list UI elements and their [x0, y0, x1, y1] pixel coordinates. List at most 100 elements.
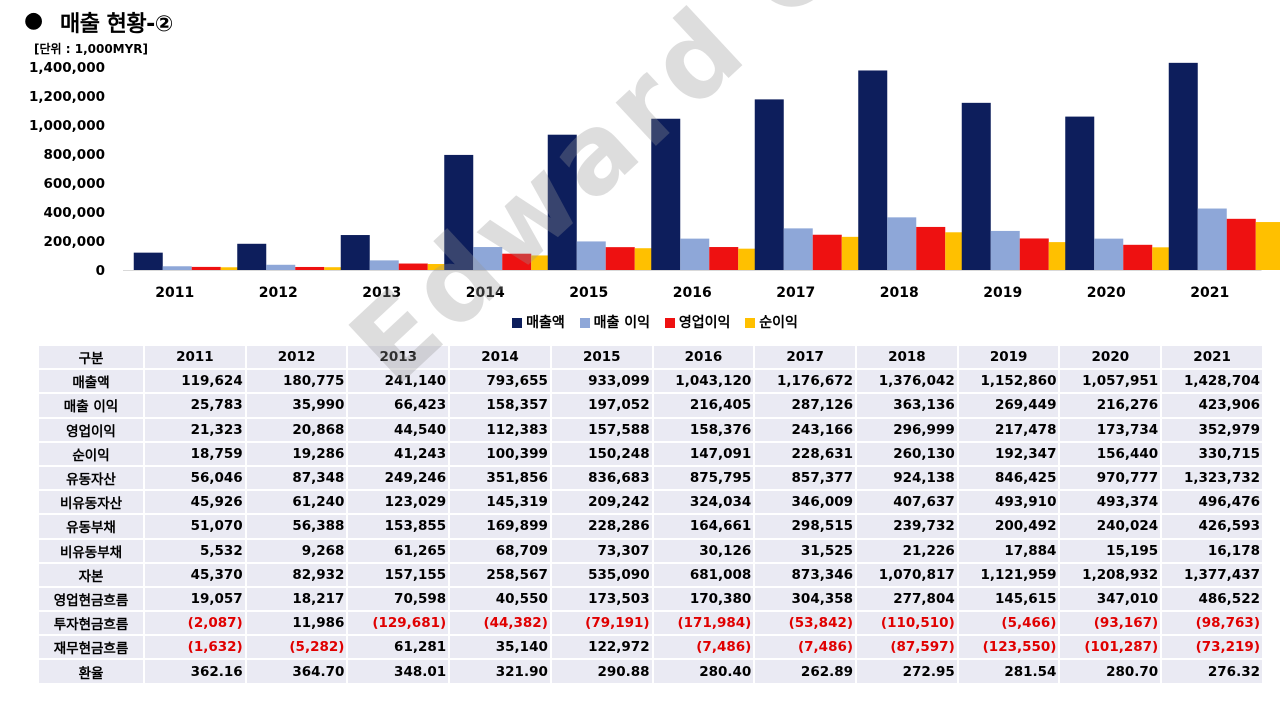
table-cell: 56,388	[246, 515, 347, 538]
table-cell: 1,070,817	[857, 563, 957, 586]
y-tick-label: 1,000,000	[29, 118, 105, 134]
bar-2021-series-1	[1197, 208, 1227, 270]
table-cell: 5,532	[145, 539, 245, 562]
table-cell: 486,522	[1162, 587, 1262, 611]
table-cell: 304,358	[755, 587, 856, 611]
bar-2012-series-1	[266, 264, 296, 270]
table-cell: 145,615	[958, 587, 1059, 611]
table-cell: 100,399	[450, 442, 550, 465]
table-cell: (5,466)	[958, 612, 1059, 635]
legend-swatch-sales	[512, 318, 523, 328]
table-cell: 16,178	[1162, 539, 1262, 562]
table-row: 비유동자산 45,926 61,240 123,029 145,319 209,242 32…	[39, 491, 1262, 514]
y-tick-label: 400,000	[44, 205, 106, 221]
table-cell: (1,632)	[145, 636, 245, 659]
table-cell: 426,593	[1162, 515, 1262, 538]
row-label: 투자현금흐름	[39, 612, 143, 635]
table-cell: 241,140	[348, 370, 449, 393]
bar-2013-series-1	[369, 260, 399, 270]
table-cell: 1,152,860	[958, 370, 1059, 393]
table-cell: 51,070	[145, 515, 245, 538]
table-row: 재무현금흐름 (1,632) (5,282) 61,281 35,140 122,972(…	[39, 636, 1262, 659]
y-tick-label: 1,400,000	[29, 60, 105, 76]
table-cell: 157,588	[551, 418, 652, 441]
bar-2020-series-1	[1094, 238, 1124, 270]
y-tick-label: 800,000	[44, 147, 106, 163]
table-cell: 262.89	[755, 660, 856, 683]
bar-2017-series-1	[783, 228, 813, 270]
table-cell: 276.32	[1162, 660, 1262, 683]
bar-2012-series-3	[324, 267, 354, 270]
table-cell: 287,126	[755, 394, 856, 417]
row-label: 재무현금흐름	[39, 636, 143, 659]
table-cell: (53,842)	[755, 612, 856, 635]
table-cell: 1,376,042	[857, 370, 957, 393]
table-cell: 157,155	[348, 563, 449, 586]
table-cell: 82,932	[246, 563, 347, 586]
table-cell: 70,598	[348, 587, 449, 611]
legend-item-sales: 매출액	[512, 312, 565, 332]
table-cell: 228,631	[755, 442, 856, 465]
table-cell: 56,046	[145, 466, 245, 490]
bar-2019-series-2	[1019, 238, 1049, 270]
table-cell: 11,986	[246, 612, 347, 635]
table-cell: 407,637	[857, 491, 957, 514]
table-header-year: 2019	[958, 346, 1059, 369]
table-cell: 496,476	[1162, 491, 1262, 514]
legend-label-net: 순이익	[759, 315, 798, 331]
x-tick-label: 2020	[1087, 285, 1126, 301]
table-cell: 298,515	[755, 515, 856, 538]
legend-swatch-operating	[664, 318, 675, 328]
table-row: 환율 362.16 364.70 348.01 321.90 290.88 280.40 26…	[39, 660, 1262, 683]
table-cell: 324,034	[653, 491, 754, 514]
table-cell: 158,376	[653, 418, 754, 441]
bar-2021-series-2	[1226, 218, 1256, 270]
table-cell: 875,795	[653, 466, 754, 490]
table-header-year: 2014	[450, 346, 550, 369]
bar-2016-series-2	[709, 247, 739, 270]
table-cell: (98,763)	[1162, 612, 1262, 635]
table-cell: 347,010	[1060, 587, 1161, 611]
table-cell: 363,136	[857, 394, 957, 417]
table-cell: 351,856	[450, 466, 550, 490]
table-cell: 41,243	[348, 442, 449, 465]
table-cell: 228,286	[551, 515, 652, 538]
table-cell: 272.95	[857, 660, 957, 683]
bar-2011-series-1	[162, 266, 192, 270]
bar-2018-series-1	[887, 217, 917, 270]
table-cell: 197,052	[551, 394, 652, 417]
row-label: 유동자산	[39, 466, 143, 490]
bar-2015-series-0	[547, 134, 577, 270]
table-header-year: 2012	[246, 346, 347, 369]
table-cell: 217,478	[958, 418, 1059, 441]
table-cell: 216,276	[1060, 394, 1161, 417]
x-tick-label: 2016	[673, 285, 712, 301]
legend-item-operating: 영업이익	[664, 312, 730, 332]
table-cell: (93,167)	[1060, 612, 1161, 635]
table-cell: 1,043,120	[653, 370, 754, 393]
table-row: 유동부채 51,070 56,388 153,855 169,899 228,286 164…	[39, 515, 1262, 538]
table-cell: (44,382)	[450, 612, 550, 635]
table-cell: (87,597)	[857, 636, 957, 659]
table-cell: 1,208,932	[1060, 563, 1161, 586]
row-label: 매출 이익	[39, 394, 143, 417]
table-cell: 924,138	[857, 466, 957, 490]
table-cell: 681,008	[653, 563, 754, 586]
table-cell: 346,009	[755, 491, 856, 514]
table-cell: 112,383	[450, 418, 550, 441]
table-cell: 35,990	[246, 394, 347, 417]
table-row: 영업현금흐름 19,057 18,217 70,598 40,550 173,503 170…	[39, 587, 1262, 611]
table-header-year: 2020	[1060, 346, 1161, 369]
table-cell: 180,775	[246, 370, 347, 393]
bar-2018-series-0	[858, 70, 888, 270]
table-cell: 240,024	[1060, 515, 1161, 538]
bar-2021-series-0	[1168, 62, 1198, 270]
table-cell: (5,282)	[246, 636, 347, 659]
title-bullet: ●	[24, 8, 44, 33]
x-tick-label: 2013	[362, 285, 401, 301]
table-cell: 44,540	[348, 418, 449, 441]
table-cell: 296,999	[857, 418, 957, 441]
table-row: 비유동부채 5,532 9,268 61,265 68,709 73,307 30,126 3…	[39, 539, 1262, 562]
table-cell: 243,166	[755, 418, 856, 441]
table-cell: 330,715	[1162, 442, 1262, 465]
